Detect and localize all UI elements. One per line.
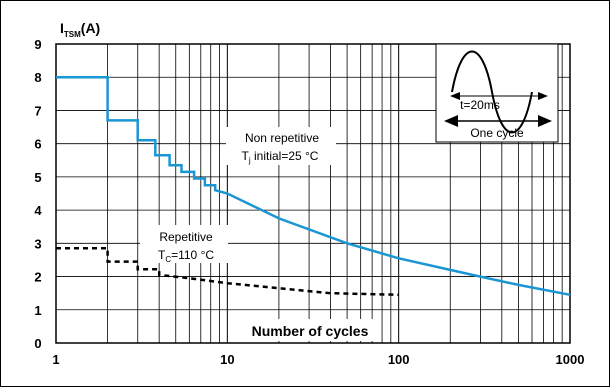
- x-tick-label: 1000: [556, 352, 585, 367]
- tc-label: TC=110 °C: [158, 248, 214, 264]
- y-label-sub: TSM: [64, 30, 81, 39]
- x-tick-label: 1: [52, 352, 59, 367]
- period-label: t=20ms: [460, 98, 500, 112]
- tj-initial-label: Tj initial=25 °C: [242, 149, 319, 165]
- y-tick-label: 1: [34, 303, 41, 318]
- y-tick-labels: 0 1 2 3 4 5 6 7 8 9: [34, 37, 42, 351]
- y-tick-label: 4: [34, 203, 42, 218]
- y-tick-label: 3: [34, 236, 41, 251]
- x-tick-label: 10: [220, 352, 234, 367]
- x-tick-labels: 1 10 100 1000: [52, 352, 584, 367]
- y-tick-label: 5: [34, 170, 41, 185]
- y-tick-label: 9: [34, 37, 41, 52]
- plot-border: [55, 43, 571, 344]
- y-label-main: I: [60, 20, 64, 36]
- non-repetitive-label: Non repetitive: [245, 131, 319, 145]
- y-label-unit: (A): [81, 20, 100, 36]
- y-tick-label: 8: [34, 70, 41, 85]
- y-tick-label: 0: [34, 336, 41, 351]
- sine-wave: [451, 50, 533, 134]
- repetitive-label: Repetitive: [159, 230, 213, 244]
- x-tick-label: 100: [388, 352, 410, 367]
- y-tick-label: 6: [34, 137, 41, 152]
- series-line-non_repetitive: [56, 75, 571, 297]
- series-line-repetitive: [56, 247, 399, 297]
- repetitive-annotation: Repetitive TC=110 °C: [140, 225, 228, 264]
- x-label: Number of cycles: [252, 323, 369, 339]
- cycle-label: One cycle: [470, 126, 524, 140]
- x-axis-label: Number of cycles: [240, 319, 380, 341]
- one-cycle-inset: t=20ms One cycle: [435, 43, 559, 143]
- non-repetitive-annotation: Non repetitive Tj initial=25 °C: [226, 127, 336, 165]
- svg-text:ITSM(A): ITSM(A): [60, 20, 100, 39]
- y-tick-label: 2: [34, 270, 41, 285]
- y-axis-label: ITSM(A): [56, 18, 108, 40]
- series-group: [56, 75, 571, 297]
- y-tick-label: 7: [34, 103, 41, 118]
